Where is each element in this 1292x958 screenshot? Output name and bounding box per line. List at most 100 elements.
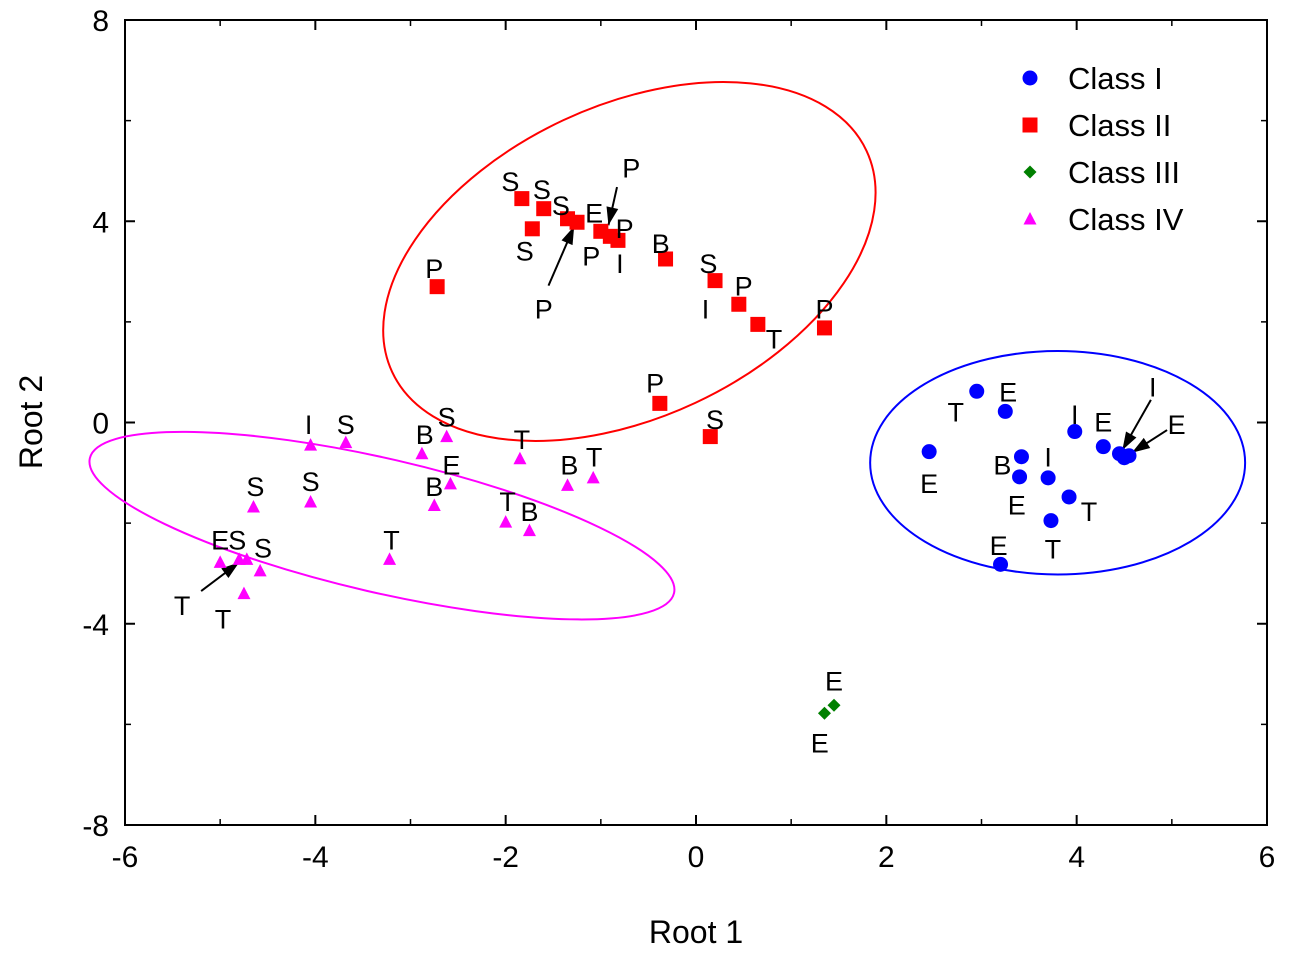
y-tick-label: -4: [82, 609, 109, 642]
y-tick-label: -8: [82, 810, 109, 843]
data-point-class-iv: [339, 435, 353, 449]
point-label: S: [706, 405, 724, 435]
data-point-class-i: [1012, 469, 1028, 485]
point-label: S: [254, 533, 272, 563]
legend: Class I Class II Class III Class IV: [1022, 61, 1184, 237]
point-label: S: [302, 467, 320, 497]
data-point-class-i: [1043, 513, 1059, 529]
data-point-class-ii: [524, 221, 540, 237]
point-label: I: [702, 294, 710, 324]
legend-item-class-iv: Class IV: [1023, 202, 1184, 237]
point-label: I: [305, 410, 313, 440]
series-class-iii: [817, 698, 841, 720]
annotation-arrowhead: [1131, 437, 1151, 453]
point-label: P: [535, 294, 553, 324]
data-point-class-ii: [731, 296, 747, 312]
point-label: E: [1094, 408, 1112, 438]
y-tick-label: 4: [92, 206, 109, 239]
data-point-class-ii: [569, 214, 585, 230]
data-point-class-ii: [707, 273, 723, 289]
class-ellipse-3: [88, 430, 676, 621]
data-point-class-ii: [429, 279, 445, 295]
data-point-class-i: [1095, 439, 1111, 455]
point-label: I: [1071, 400, 1079, 430]
point-label: P: [622, 153, 640, 183]
point-label: B: [652, 229, 670, 259]
points-layer: [213, 191, 1137, 720]
annotation-arrowhead: [221, 562, 240, 578]
point-label: P: [582, 241, 600, 271]
arrows-layer: [200, 186, 1168, 592]
point-label: E: [1168, 410, 1186, 440]
legend-label: Class I: [1068, 61, 1163, 96]
point-label: I: [1149, 372, 1157, 402]
point-label: P: [815, 294, 833, 324]
data-point-class-i: [1121, 448, 1137, 464]
data-point-class-i: [1040, 470, 1056, 486]
data-point-class-iv: [440, 429, 454, 443]
point-label: S: [438, 402, 456, 432]
legend-marker-class-ii: [1022, 117, 1038, 133]
data-point-class-i: [1061, 489, 1077, 505]
legend-item-class-iii: Class III: [1023, 155, 1180, 190]
x-tick-label: 2: [878, 841, 895, 874]
point-label: I: [1044, 443, 1052, 473]
data-point-class-ii: [816, 320, 832, 336]
point-label: P: [616, 214, 634, 244]
point-label: T: [514, 425, 531, 455]
point-label: T: [174, 591, 191, 621]
point-label: E: [825, 667, 843, 697]
point-label: E: [1008, 491, 1026, 521]
legend-label: Class IV: [1068, 202, 1184, 237]
x-tick-label: 4: [1068, 841, 1085, 874]
point-label: T: [586, 443, 603, 473]
data-point-class-iv: [383, 552, 397, 565]
legend-item-class-i: Class I: [1022, 61, 1163, 96]
data-point-class-i: [1067, 424, 1083, 440]
class-ellipse-1: [382, 81, 877, 442]
annotation-arrowhead: [606, 206, 619, 226]
point-label: S: [516, 236, 534, 266]
annotation-arrowhead: [561, 226, 575, 246]
series-class-i: [921, 383, 1137, 572]
x-tick-label: -4: [302, 841, 329, 874]
point-label: S: [337, 410, 355, 440]
y-tick-label: 8: [92, 5, 109, 38]
point-label: S: [501, 167, 519, 197]
point-label: T: [383, 526, 400, 556]
data-point-class-i: [1013, 449, 1029, 465]
point-label: T: [215, 605, 232, 635]
data-point-class-iii: [817, 706, 831, 720]
data-point-class-iv: [304, 438, 318, 451]
annotation-arrowhead: [1122, 431, 1137, 451]
x-axis-title: Root 1: [649, 914, 743, 950]
data-point-class-ii: [514, 191, 530, 207]
data-point-class-iv: [415, 446, 429, 460]
point-label: T: [499, 487, 516, 517]
data-point-class-i: [997, 403, 1013, 419]
point-label: E: [999, 377, 1017, 407]
point-label: B: [416, 420, 434, 450]
legend-marker-class-iv: [1023, 212, 1037, 225]
data-point-class-iv: [443, 476, 457, 490]
data-point-class-i: [993, 556, 1009, 572]
point-label: B: [993, 450, 1011, 480]
point-label: P: [425, 254, 443, 284]
point-label: E: [990, 531, 1008, 561]
data-point-class-ii: [750, 316, 766, 332]
data-point-class-i: [969, 383, 985, 399]
point-label: S: [699, 249, 717, 279]
ticks-layer: -6 -4 -2 0 2 4 6 -8 -4 0 4 8: [82, 5, 1275, 874]
point-label: T: [766, 324, 783, 354]
data-point-class-iv: [561, 478, 575, 491]
legend-label: Class III: [1068, 155, 1180, 190]
data-point-class-iv: [253, 563, 267, 577]
point-label: E: [211, 526, 229, 556]
data-point-class-iv: [427, 498, 441, 512]
data-point-class-ii: [536, 201, 552, 217]
data-point-class-iv: [304, 494, 318, 508]
class-ellipse-2: [869, 350, 1247, 576]
series-class-iv: [213, 429, 600, 600]
